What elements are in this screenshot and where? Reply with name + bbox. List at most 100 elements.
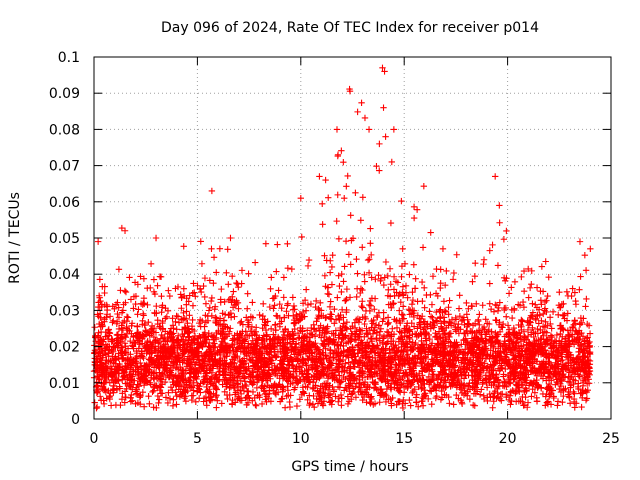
data-point	[375, 271, 382, 279]
data-point	[338, 147, 345, 154]
data-point	[543, 399, 551, 406]
data-point	[281, 404, 289, 411]
data-point	[124, 314, 132, 321]
data-point	[571, 289, 579, 296]
data-point	[385, 319, 392, 326]
data-point	[206, 277, 214, 284]
data-point	[316, 331, 323, 339]
data-point	[500, 236, 508, 243]
data-point	[425, 395, 432, 403]
data-point	[145, 319, 152, 326]
data-point	[469, 322, 477, 329]
data-point	[302, 286, 310, 293]
data-point	[446, 400, 453, 407]
data-point	[256, 311, 263, 319]
data-point	[541, 298, 549, 306]
data-point	[283, 308, 290, 315]
data-point	[258, 400, 266, 408]
data-point	[569, 285, 576, 292]
data-point	[366, 301, 373, 309]
data-point	[154, 392, 162, 400]
data-point	[325, 291, 333, 298]
data-point	[101, 283, 108, 290]
data-point	[115, 314, 123, 321]
data-point	[405, 306, 413, 313]
data-point	[441, 281, 449, 289]
data-point	[358, 99, 365, 107]
data-point	[340, 278, 347, 285]
data-point	[110, 317, 117, 325]
data-point	[346, 294, 354, 301]
data-point	[159, 302, 166, 309]
data-point	[406, 271, 413, 278]
data-point	[201, 274, 209, 282]
data-point	[338, 288, 345, 296]
data-point	[208, 294, 216, 302]
data-point	[525, 265, 532, 273]
data-point	[528, 393, 535, 400]
data-point	[453, 251, 460, 258]
data-point	[419, 244, 427, 251]
data-point	[210, 279, 217, 287]
data-point	[471, 273, 479, 280]
data-point	[245, 270, 252, 277]
data-point	[396, 307, 403, 314]
data-point	[543, 308, 550, 316]
data-point	[238, 318, 245, 325]
data-point	[433, 308, 440, 316]
data-point	[349, 235, 357, 242]
data-point	[145, 392, 152, 400]
data-point	[480, 392, 487, 400]
data-point	[456, 312, 464, 320]
data-point	[166, 292, 174, 300]
data-point	[372, 276, 379, 283]
data-point	[162, 394, 170, 401]
data-point	[334, 294, 341, 301]
data-point	[387, 219, 395, 227]
data-point	[554, 398, 562, 405]
grid-lines	[94, 57, 611, 419]
data-point	[238, 397, 245, 404]
data-point	[466, 396, 474, 403]
data-point	[313, 395, 320, 403]
data-point	[353, 255, 360, 263]
data-point	[314, 315, 321, 322]
data-point	[179, 337, 186, 345]
data-point	[507, 349, 514, 356]
data-point	[382, 258, 390, 266]
data-point	[529, 300, 536, 307]
data-point	[412, 394, 420, 401]
data-point	[506, 392, 514, 399]
data-point	[198, 260, 206, 267]
data-point	[484, 320, 491, 327]
data-point	[280, 274, 288, 281]
data-point	[195, 319, 203, 327]
data-point	[369, 330, 377, 338]
data-point	[178, 305, 185, 312]
data-point	[342, 360, 349, 367]
data-point	[528, 281, 535, 288]
data-point	[344, 400, 352, 408]
data-point	[225, 281, 232, 288]
data-point	[173, 312, 180, 320]
data-point	[578, 403, 585, 411]
data-point	[415, 403, 422, 410]
data-point	[410, 214, 418, 222]
data-point	[539, 323, 547, 330]
data-point	[240, 370, 248, 377]
data-point	[180, 243, 187, 250]
data-point	[323, 257, 330, 264]
data-point	[218, 400, 225, 407]
data-point	[327, 398, 335, 405]
data-point	[357, 285, 365, 292]
data-point	[312, 297, 320, 305]
data-point	[321, 252, 328, 259]
data-point	[180, 309, 187, 317]
data-point	[400, 389, 408, 396]
data-point	[91, 399, 98, 406]
data-point	[183, 301, 190, 308]
data-point	[504, 331, 512, 338]
data-point	[399, 303, 407, 310]
data-point	[126, 274, 133, 281]
